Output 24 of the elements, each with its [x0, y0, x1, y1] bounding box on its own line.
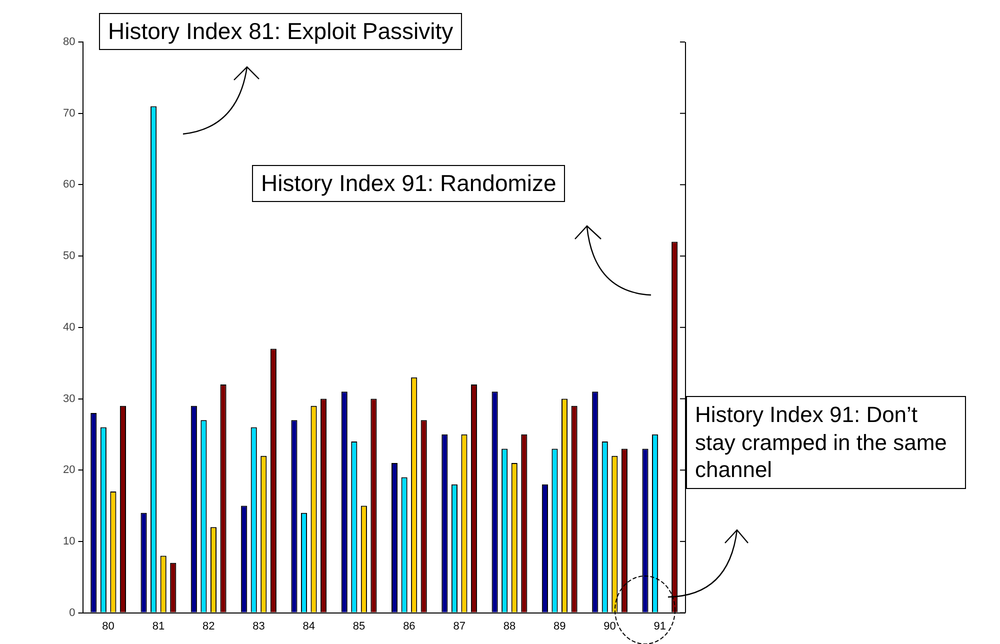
- x-tick-label: 81: [152, 620, 165, 632]
- text: History Index 91: Don’t stay cramped in the same channel: [686, 396, 966, 488]
- x-tick-label: 82: [202, 620, 215, 632]
- y-tick-label: 0: [69, 606, 76, 619]
- x-tick-label: 86: [403, 620, 416, 632]
- y-tick-label: 60: [62, 178, 76, 191]
- x-tick-label: 80: [102, 620, 114, 632]
- x-tick-label: 83: [252, 620, 265, 632]
- y-tick-label: 10: [62, 535, 76, 548]
- x-tick-label: 90: [604, 620, 616, 632]
- annotation: History Index 91: Randomize: [252, 165, 566, 202]
- y-tick-label: 70: [62, 107, 76, 120]
- x-tick-label: 88: [503, 620, 516, 632]
- x-tick-label: 84: [302, 620, 316, 632]
- x-tick-label: 91: [654, 620, 666, 632]
- y-tick-label: 50: [62, 250, 76, 262]
- y-tick-label: 40: [62, 321, 76, 334]
- x-tick-label: 87: [453, 620, 466, 632]
- annotation: History Index 81: Exploit Passivity: [99, 13, 462, 50]
- y-tick-label: 80: [62, 36, 76, 48]
- x-tick-label: 89: [554, 620, 566, 632]
- y-tick-label: 30: [62, 392, 76, 405]
- y-tick-label: 20: [62, 464, 76, 476]
- x-tick-label: 85: [352, 620, 366, 632]
